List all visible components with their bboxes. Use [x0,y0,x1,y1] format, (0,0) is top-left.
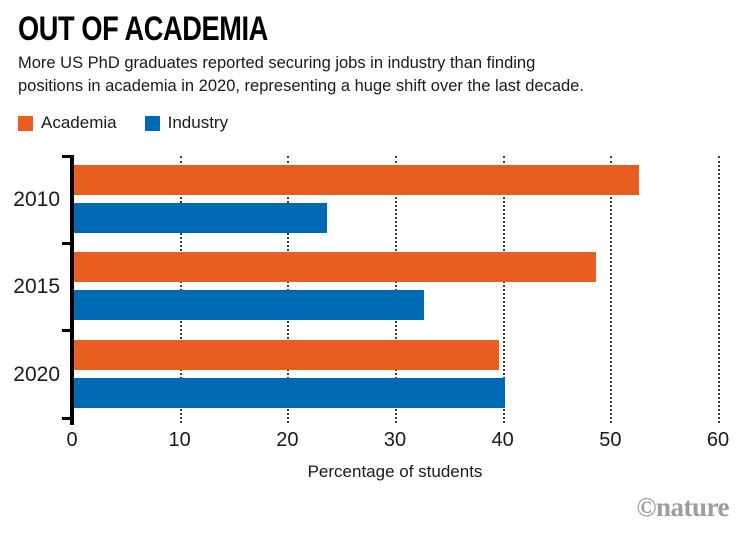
legend-label-academia: Academia [41,113,117,132]
gridline-60 [718,156,720,423]
x-tick-label-40: 40 [491,429,514,451]
chart-subtitle: More US PhD graduates reported securing … [18,52,584,98]
academia-swatch-icon [18,115,33,131]
y-axis-line [70,155,74,425]
x-tick-label-30: 30 [383,429,407,451]
y-category-label-2015: 2015 [13,275,60,299]
bar-academia-2010 [74,165,640,195]
x-tick-label-0: 0 [66,429,78,451]
gridline-40 [502,156,505,423]
gridline-30 [395,156,397,423]
gridline-50 [610,156,613,423]
legend-item-academia: Academia [18,113,117,133]
bar-academia-2015 [74,252,597,283]
y-axis-tick [62,154,71,158]
subtitle-line-1: More US PhD graduates reported securing … [18,54,536,72]
legend-label-industry: Industry [167,113,229,132]
x-tick-label-60: 60 [706,429,730,451]
chart-legend: Academia Industry [18,113,228,133]
y-category-label-2010: 2010 [13,188,60,211]
chart-title: OUT OF ACADEMIA [18,10,268,48]
y-axis-tick [62,416,71,420]
gridline-10 [179,156,182,423]
y-axis-tick [62,329,71,333]
industry-swatch-icon [144,115,160,131]
legend-item-industry: Industry [144,113,229,133]
gridline-20 [287,156,290,423]
x-tick-label-20: 20 [276,429,299,451]
x-axis-title: Percentage of students [307,462,483,481]
subtitle-line-2: positions in academia in 2020, represent… [18,77,584,95]
y-category-label-2020: 2020 [13,362,60,386]
bar-academia-2020 [74,339,500,370]
bar-industry-2020 [74,377,505,408]
bar-industry-2015 [74,290,424,321]
x-tick-label-10: 10 [168,429,191,451]
x-tick-label-50: 50 [599,429,622,451]
bar-industry-2010 [74,203,328,233]
y-axis-tick [62,241,71,245]
nature-watermark: ©nature [636,492,729,522]
